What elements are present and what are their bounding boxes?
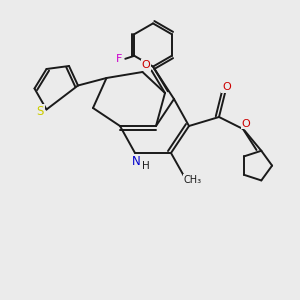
- Text: O: O: [242, 118, 250, 129]
- Text: O: O: [142, 60, 151, 70]
- Text: O: O: [222, 82, 231, 92]
- Text: S: S: [36, 105, 43, 119]
- Text: N: N: [132, 155, 141, 169]
- Text: H: H: [142, 160, 149, 171]
- Text: CH₃: CH₃: [184, 175, 202, 185]
- Text: F: F: [116, 54, 122, 64]
